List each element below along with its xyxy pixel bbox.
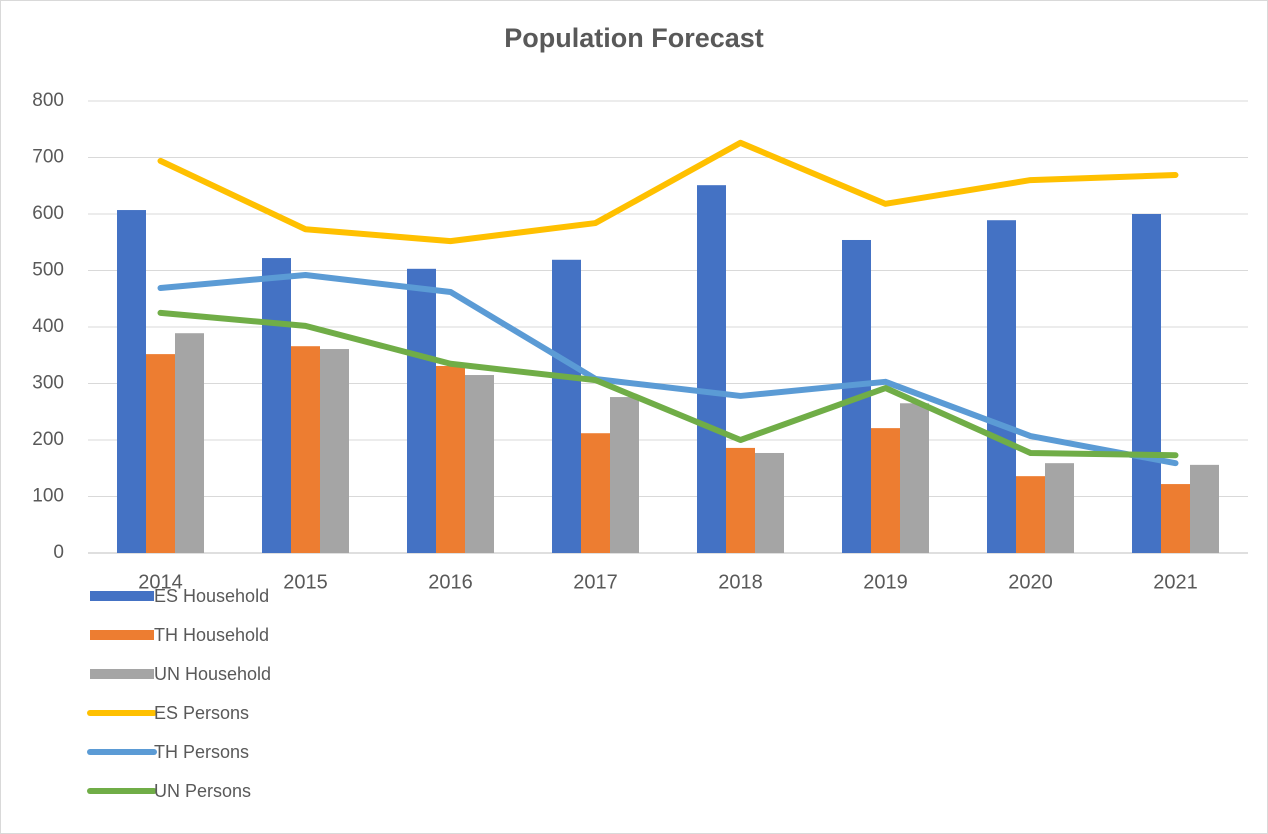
legend-label: TH Persons: [154, 742, 249, 762]
bar: [1016, 476, 1045, 553]
y-tick-label: 100: [32, 486, 64, 507]
bar: [697, 185, 726, 553]
bar: [465, 375, 494, 553]
bar: [871, 428, 900, 553]
legend-label: UN Household: [154, 664, 271, 684]
legend-label: ES Household: [154, 586, 269, 606]
bar: [1161, 484, 1190, 553]
y-tick-label: 300: [32, 373, 64, 394]
bar: [1132, 214, 1161, 553]
bar: [900, 403, 929, 553]
bar: [755, 452, 784, 553]
bar: [726, 447, 755, 553]
legend-swatch: [90, 669, 154, 679]
line: [157, 309, 1179, 459]
y-tick-label: 500: [32, 260, 64, 281]
bar: [436, 365, 465, 553]
bar: [987, 220, 1016, 553]
legend-label: TH Household: [154, 625, 269, 645]
bar: [117, 210, 146, 554]
y-tick-label: 200: [32, 429, 64, 450]
bar: [552, 259, 581, 553]
bar: [175, 333, 204, 553]
x-tick-label: 2018: [718, 571, 763, 593]
bar: [262, 258, 291, 553]
bar: [407, 268, 436, 553]
bar: [610, 397, 639, 553]
legend-label: UN Persons: [154, 781, 251, 801]
y-tick-label: 800: [32, 90, 64, 111]
bar: [320, 349, 349, 553]
x-tick-label: 2015: [283, 571, 328, 593]
y-tick-label: 400: [32, 316, 64, 337]
x-tick-label: 2019: [863, 571, 908, 593]
chart-title: Population Forecast: [504, 23, 764, 53]
legend-swatch: [90, 591, 154, 601]
y-tick-label: 700: [32, 147, 64, 168]
y-tick-label: 0: [53, 542, 64, 563]
x-tick-label: 2016: [428, 571, 473, 593]
legend-swatch: [90, 630, 154, 640]
bar: [146, 354, 175, 553]
x-tick-label: 2014: [138, 571, 183, 593]
y-tick-label: 600: [32, 203, 64, 224]
legend-label: ES Persons: [154, 703, 249, 723]
bar: [1190, 464, 1219, 553]
bar: [291, 346, 320, 553]
bar: [1045, 463, 1074, 553]
x-tick-label: 2017: [573, 571, 618, 593]
x-tick-label: 2020: [1008, 571, 1053, 593]
x-tick-label: 2021: [1153, 571, 1198, 593]
line: [157, 139, 1179, 245]
line: [157, 272, 1179, 467]
bar: [581, 433, 610, 553]
